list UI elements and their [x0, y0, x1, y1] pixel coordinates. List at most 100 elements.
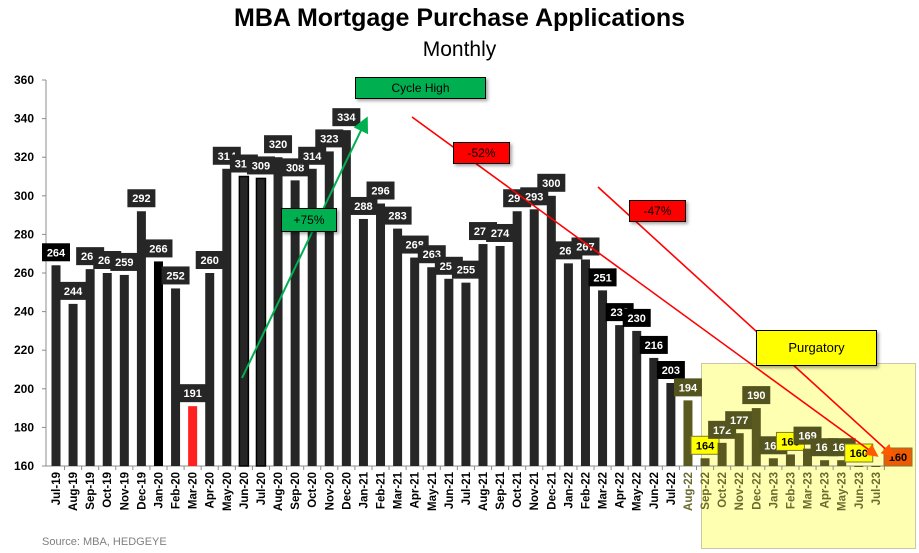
x-tick-label: Oct-22	[717, 472, 729, 508]
bar-mar-22	[598, 290, 608, 466]
bar-feb-21	[376, 203, 386, 466]
x-tick-label: Aug-22	[683, 472, 695, 511]
bar-aug-21	[478, 244, 488, 466]
chart-subtitle: Monthly	[422, 38, 497, 61]
x-tick-label: Jan-22	[563, 472, 575, 508]
x-tick-label: Apr-23	[820, 472, 832, 508]
bar-jun-23	[854, 466, 864, 467]
bar-aug-19	[68, 303, 78, 466]
x-tick-label: Oct-20	[307, 472, 319, 508]
x-tick-label: Jan-23	[768, 472, 780, 508]
bar-dec-20	[341, 130, 351, 466]
value-label: 266	[144, 239, 173, 258]
y-tick-label: 200	[14, 382, 34, 396]
x-tick-label: Sep-20	[290, 472, 302, 510]
x-tick-label: May-23	[837, 472, 849, 511]
x-tick-label: Feb-21	[376, 471, 388, 509]
bar-dec-19	[136, 211, 146, 466]
bar-nov-20	[324, 151, 334, 466]
value-label: 252	[161, 266, 190, 285]
svg-text:293: 293	[525, 191, 543, 203]
x-tick-label: Nov-22	[734, 472, 746, 510]
svg-text:266: 266	[149, 243, 167, 255]
bar-jul-23	[871, 466, 881, 467]
svg-text:160: 160	[850, 448, 868, 460]
cycle-high-label: Cycle High	[355, 77, 486, 99]
bar-jul-19	[51, 265, 61, 466]
drop-pct-label-1: -52%	[453, 142, 510, 164]
x-tick-label: Dec-20	[341, 472, 353, 510]
bar-feb-20	[171, 288, 181, 466]
bar-mar-23	[803, 448, 813, 466]
value-label: 177	[725, 411, 754, 430]
x-tick-label: Oct-21	[512, 471, 524, 507]
bar-apr-22	[615, 325, 625, 466]
bar-jul-20	[255, 177, 267, 467]
svg-text:288: 288	[354, 201, 372, 213]
y-tick-label: 180	[14, 420, 34, 434]
value-label: 264	[42, 243, 70, 262]
svg-text:314: 314	[303, 151, 322, 163]
value-label: 283	[383, 206, 412, 225]
value-label: 267	[571, 237, 600, 256]
value-label: 296	[366, 181, 395, 200]
x-tick-label: Jan-20	[153, 472, 165, 508]
x-tick-label: Apr-20	[205, 472, 217, 508]
svg-text:283: 283	[388, 211, 406, 223]
bar-jul-22	[666, 383, 676, 466]
source-note: Source: MBA, HEDGEYE	[42, 536, 167, 548]
bar-jan-22	[563, 263, 573, 466]
bar-jan-23	[768, 458, 778, 466]
x-tick-label: Mar-23	[803, 472, 815, 509]
svg-text:244: 244	[64, 286, 83, 298]
svg-text:309: 309	[252, 160, 270, 172]
svg-text:190: 190	[747, 390, 765, 402]
y-tick-label: 240	[14, 305, 34, 319]
drop-pct-label-2: -47%	[629, 200, 686, 222]
value-label: 260	[195, 251, 224, 269]
x-tick-label: Jul-22	[666, 472, 678, 505]
x-tick-label: May-21	[427, 471, 439, 511]
bar-jun-20	[238, 175, 250, 467]
bar-apr-23	[820, 460, 830, 466]
svg-text:320: 320	[269, 139, 287, 151]
value-label: 300	[537, 173, 566, 192]
x-tick-label: Feb-22	[580, 472, 592, 509]
y-tick-label: 340	[14, 112, 34, 126]
y-tick-label: 280	[14, 227, 34, 241]
bar-nov-22	[734, 433, 744, 466]
chart-title: MBA Mortgage Purchase Applications	[234, 4, 685, 32]
bar-apr-20	[205, 273, 215, 466]
bar-oct-20	[307, 168, 317, 466]
bar-sep-19	[85, 269, 95, 466]
value-label: 191	[178, 384, 207, 403]
y-tick-label: 320	[14, 150, 34, 164]
value-label: 230	[622, 308, 651, 327]
svg-text:216: 216	[645, 340, 663, 352]
value-label: 320	[264, 135, 293, 154]
svg-text:264: 264	[47, 247, 66, 259]
x-tick-label: Jan-21	[358, 471, 370, 508]
svg-text:292: 292	[132, 193, 150, 205]
bar-may-20	[222, 168, 232, 466]
x-tick-label: Jun-21	[444, 471, 456, 509]
bar-sep-22	[700, 458, 710, 466]
value-label: 288	[349, 196, 378, 215]
value-label: 244	[59, 281, 88, 300]
value-label: 203	[656, 361, 685, 380]
value-label: 190	[742, 386, 771, 405]
svg-text:164: 164	[696, 440, 715, 452]
x-tick-label: Dec-21	[546, 471, 558, 509]
y-tick-label: 360	[14, 73, 34, 87]
svg-text:267: 267	[576, 241, 594, 253]
bar-mar-21	[393, 228, 403, 466]
x-tick-label: Aug-19	[68, 472, 80, 511]
svg-text:308: 308	[286, 162, 304, 174]
value-label: 160	[844, 443, 874, 463]
value-label: 292	[127, 189, 156, 208]
x-tick-label: Jun-20	[239, 472, 251, 509]
bar-jan-20	[153, 261, 163, 466]
bar-dec-21	[546, 195, 556, 467]
bar-feb-23	[785, 454, 795, 466]
